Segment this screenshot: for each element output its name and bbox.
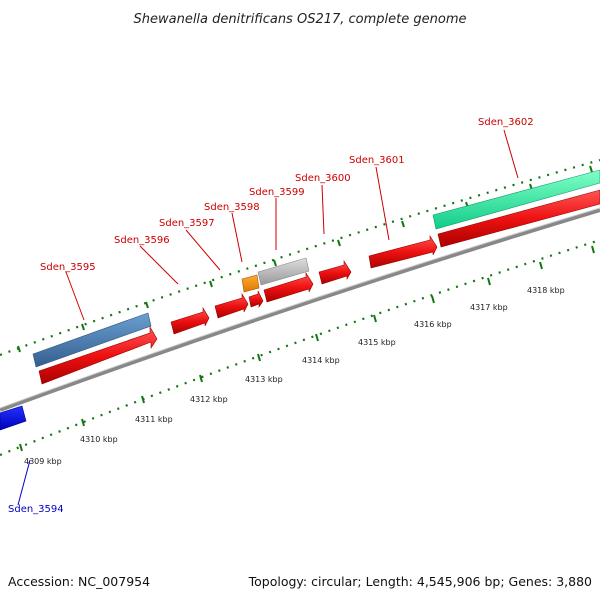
inner-dotted-line	[0, 238, 600, 457]
tick	[539, 261, 543, 270]
feature-sden-3594	[0, 405, 27, 431]
kbp-label-4315: 4315 kbp	[358, 338, 396, 347]
leader-sden-3594	[17, 459, 31, 506]
kbp-label-4318: 4318 kbp	[527, 286, 565, 295]
tick	[401, 220, 405, 228]
feature-sden-3599-gray	[257, 257, 310, 286]
cds-sden-3602	[437, 189, 600, 248]
tick	[19, 443, 23, 452]
tick	[141, 395, 145, 404]
gene-label-sden-3600[interactable]: Sden_3600	[295, 173, 351, 184]
gene-label-sden-3594[interactable]: Sden_3594	[8, 504, 64, 515]
genome-backbone-highlight	[0, 207, 600, 409]
leader-sden-3598	[231, 212, 243, 263]
feature-sden-3598-orange	[241, 274, 260, 293]
kbp-label-4314: 4314 kbp	[302, 356, 340, 365]
leader-sden-3595	[65, 271, 85, 321]
outer-tick-track	[0, 158, 600, 357]
kbp-label-4317: 4317 kbp	[470, 303, 508, 312]
leader-sden-3600	[321, 184, 325, 235]
kbp-label-4316: 4316 kbp	[414, 320, 452, 329]
leader-sden-3602	[503, 129, 519, 179]
cds-sden-3600	[318, 259, 352, 285]
leader-sden-3596	[139, 245, 179, 285]
feature-sden-3602-teal	[432, 169, 600, 230]
map-title: Shewanella denitrificans OS217, complete…	[134, 12, 467, 27]
tick	[17, 345, 21, 353]
tick	[209, 280, 213, 288]
feature-sden-3595	[32, 312, 152, 368]
kbp-label-4311: 4311 kbp	[135, 415, 173, 424]
kbp-label-4310: 4310 kbp	[80, 435, 118, 444]
inner-major-ticks	[19, 245, 595, 452]
cds-sden-3599	[263, 271, 314, 303]
tick	[591, 245, 595, 254]
tick	[145, 301, 149, 309]
tick	[373, 314, 377, 323]
gene-label-sden-3601[interactable]: Sden_3601	[349, 155, 405, 166]
cds-sden-3598	[248, 290, 264, 308]
kbp-label-4312: 4312 kbp	[190, 395, 228, 404]
topology-summary-text: Topology: circular; Length: 4,545,906 bp…	[248, 574, 592, 589]
tick	[337, 239, 341, 247]
tick	[315, 333, 319, 342]
gene-label-sden-3597[interactable]: Sden_3597	[159, 218, 215, 229]
gene-label-sden-3602[interactable]: Sden_3602	[478, 117, 534, 128]
tick	[81, 323, 85, 331]
tick	[431, 295, 435, 304]
gene-labels: Sden_3594 Sden_3595 Sden_3596 Sden_3597 …	[8, 117, 534, 515]
tick	[257, 353, 261, 362]
kbp-label-4309: 4309 kbp	[24, 457, 62, 466]
cds-sden-3595	[38, 325, 158, 385]
tick	[589, 165, 593, 173]
tick	[273, 259, 277, 267]
kbp-labels: 4309 kbp 4310 kbp 4311 kbp 4312 kbp 4313…	[24, 286, 565, 466]
gene-label-sden-3596[interactable]: Sden_3596	[114, 235, 170, 246]
gene-label-sden-3595[interactable]: Sden_3595	[40, 262, 96, 273]
leader-sden-3597	[185, 229, 221, 271]
cds-sden-3596	[170, 306, 210, 335]
kbp-label-4313: 4313 kbp	[245, 375, 283, 384]
gene-label-sden-3599[interactable]: Sden_3599	[249, 187, 305, 198]
genome-backbone	[0, 208, 600, 412]
outer-major-ticks	[17, 165, 593, 353]
cds-sden-3601	[368, 234, 438, 269]
tick	[81, 418, 85, 427]
accession-text: Accession: NC_007954	[8, 574, 150, 589]
leader-sden-3601	[375, 166, 390, 241]
tick	[199, 374, 203, 383]
tick	[487, 277, 491, 286]
features	[0, 169, 600, 431]
cds-sden-3597	[214, 292, 249, 319]
leader-lines	[17, 129, 519, 506]
inner-tick-track	[0, 238, 600, 457]
gene-label-sden-3598[interactable]: Sden_3598	[204, 202, 260, 213]
